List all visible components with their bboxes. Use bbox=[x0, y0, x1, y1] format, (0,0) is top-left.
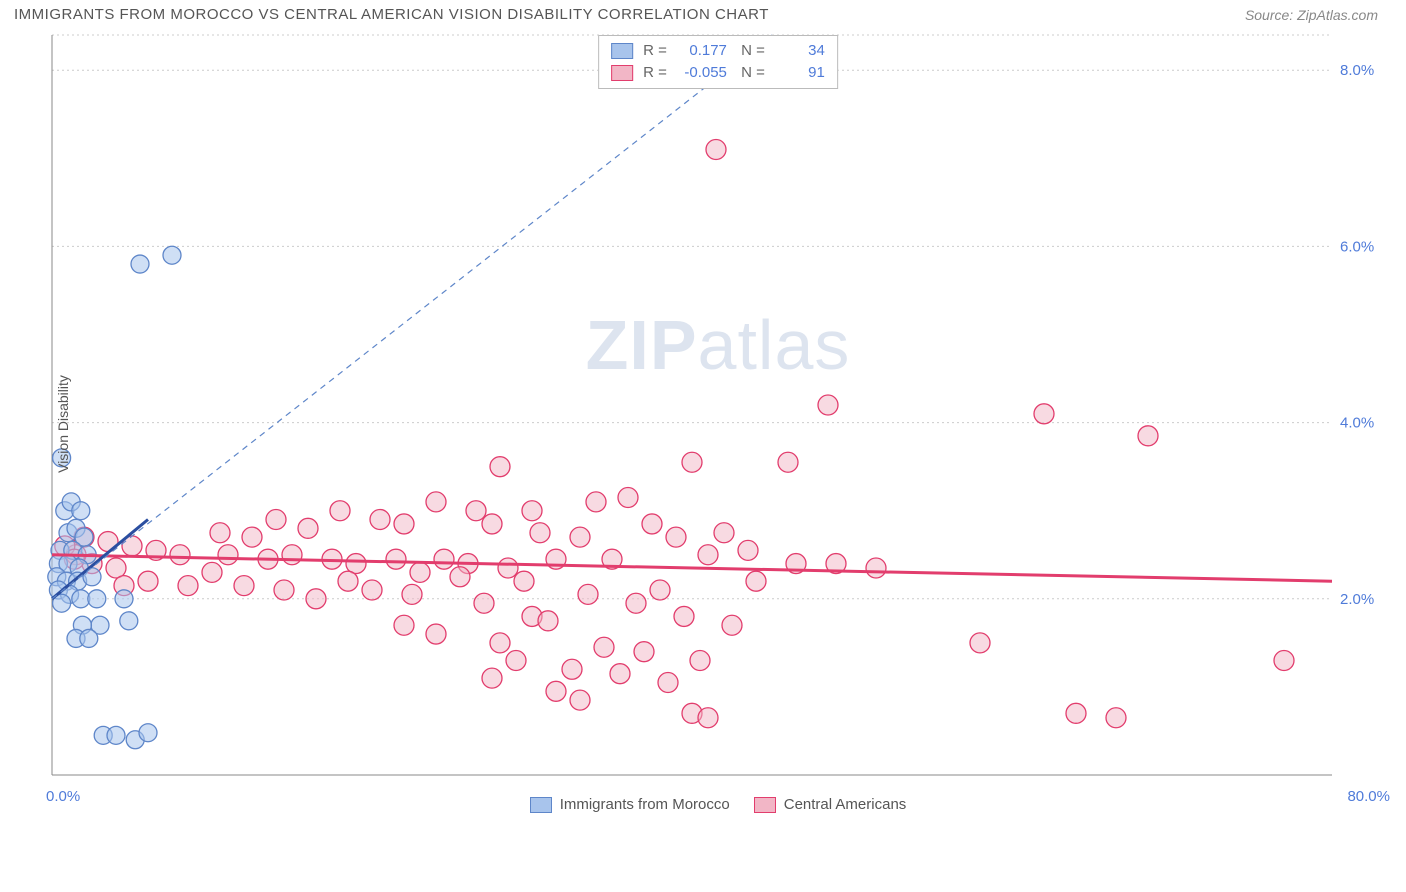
svg-text:4.0%: 4.0% bbox=[1340, 415, 1374, 432]
scatter-svg: 2.0% 4.0% 6.0% 8.0% bbox=[44, 29, 1392, 819]
stat-label: R = bbox=[643, 62, 667, 84]
swatch-central bbox=[611, 65, 633, 81]
chart-title: IMMIGRANTS FROM MOROCCO VS CENTRAL AMERI… bbox=[14, 6, 769, 23]
stats-row-central: R = -0.055 N = 91 bbox=[611, 62, 825, 84]
stats-legend: R = 0.177 N = 34 R = -0.055 N = 91 bbox=[598, 35, 838, 89]
stat-label: N = bbox=[737, 40, 765, 62]
stat-n-value: 34 bbox=[775, 40, 825, 62]
y-axis-label: Vision Disability bbox=[55, 375, 71, 473]
stat-r-value: -0.055 bbox=[677, 62, 727, 84]
stat-n-value: 91 bbox=[775, 62, 825, 84]
bottom-legend: Immigrants from Morocco Central American… bbox=[44, 796, 1392, 813]
swatch-central bbox=[754, 797, 776, 813]
plot-area: Vision Disability 2.0%4.0%6.0%8.0% ZIPat… bbox=[44, 29, 1392, 819]
stat-label: N = bbox=[737, 62, 765, 84]
svg-text:2.0%: 2.0% bbox=[1340, 591, 1374, 608]
svg-text:8.0%: 8.0% bbox=[1340, 62, 1374, 79]
legend-label: Immigrants from Morocco bbox=[560, 796, 730, 813]
stat-r-value: 0.177 bbox=[677, 40, 727, 62]
legend-entry-central: Central Americans bbox=[754, 796, 907, 813]
legend-label: Central Americans bbox=[784, 796, 907, 813]
stats-row-morocco: R = 0.177 N = 34 bbox=[611, 40, 825, 62]
stat-label: R = bbox=[643, 40, 667, 62]
svg-text:6.0%: 6.0% bbox=[1340, 238, 1374, 255]
legend-entry-morocco: Immigrants from Morocco bbox=[530, 796, 730, 813]
swatch-morocco bbox=[530, 797, 552, 813]
swatch-morocco bbox=[611, 43, 633, 59]
source-label: Source: ZipAtlas.com bbox=[1245, 7, 1378, 23]
